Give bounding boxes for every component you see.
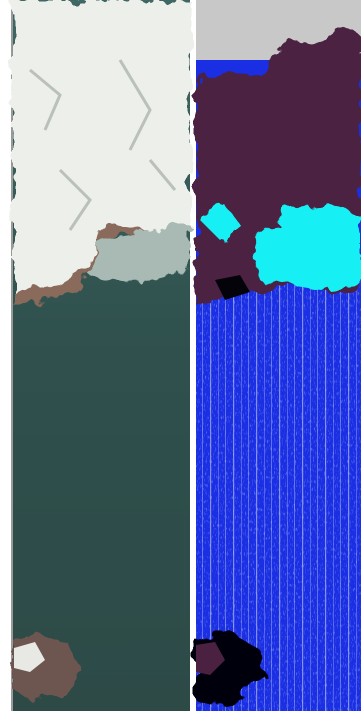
- image-comparison: [0, 0, 361, 711]
- page: [0, 0, 361, 711]
- classification-panel: [196, 0, 361, 711]
- true-color-panel: [12, 0, 190, 711]
